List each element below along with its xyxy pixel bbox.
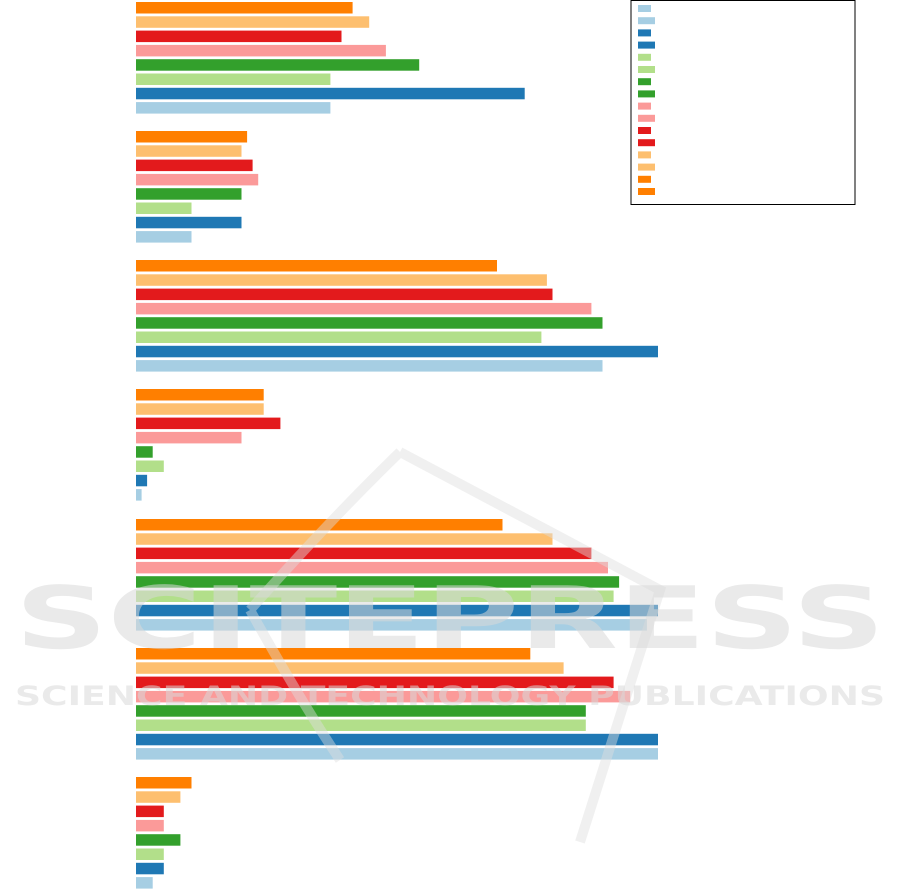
bar-g4-s2 [136,474,148,487]
bar-g3-s1 [136,360,603,372]
legend-swatch-14 [638,163,655,171]
bar-g2-s8 [136,131,248,143]
bar-g6-s1 [136,748,658,760]
bar-g6-s4 [136,705,586,717]
bar-g1-s7 [136,16,370,28]
legend-swatch-11 [638,127,651,134]
bar-area [136,2,658,889]
watermark-subtitle: SCIENCE AND TECHNOLOGY PUBLICATIONS [15,681,885,712]
bar-g3-s4 [136,317,603,329]
bar-g1-s2 [136,87,525,100]
legend-swatch-3 [638,29,651,37]
bar-g4-s4 [136,446,153,458]
bar-g5-s8 [136,519,503,531]
bar-g3-s2 [136,345,658,358]
bar-g7-s3 [136,848,164,860]
bar-g5-s6 [136,547,592,560]
bar-g6-s5 [136,690,631,703]
watermark-logo-shape [245,447,667,844]
legend-swatch-9 [638,102,651,110]
bar-g7-s7 [136,791,181,803]
bar-g2-s5 [136,173,259,186]
legend-swatch-8 [638,90,655,98]
legend-swatch-13 [638,151,651,159]
bar-g6-s7 [136,662,564,674]
chart-legend [630,0,856,205]
bar-group-g6 [136,648,658,760]
legend-swatch-12 [638,139,655,147]
bar-g1-s6 [136,30,342,43]
legend-swatch-10 [638,114,655,122]
bar-group-g4 [136,389,281,501]
bar-g2-s6 [136,159,253,172]
bar-g1-s3 [136,73,331,85]
bar-g5-s5 [136,561,608,574]
bar-g1-s1 [136,102,331,114]
bar-g5-s1 [136,619,647,631]
bar-group-g2 [136,131,259,243]
bar-g1-s8 [136,2,353,14]
bar-g6-s3 [136,719,586,731]
bar-g2-s7 [136,145,242,157]
watermark-title: SCITEPRESS [15,569,885,669]
bar-group-g3 [136,260,658,372]
bar-g5-s3 [136,590,614,602]
bar-g2-s4 [136,188,242,200]
bar-g7-s8 [136,777,192,789]
bar-g3-s5 [136,302,592,315]
bar-g4-s3 [136,460,164,472]
bar-group-g1 [136,2,525,114]
legend-swatch-16 [638,188,655,195]
bar-g4-s5 [136,431,242,444]
bar-g7-s5 [136,819,164,832]
bar-g4-s8 [136,389,264,401]
bar-g6-s2 [136,733,658,746]
bar-group-g5 [136,519,658,631]
bar-g3-s7 [136,274,547,286]
bar-g5-s7 [136,533,553,545]
bar-g3-s8 [136,260,497,272]
legend-swatch-2 [638,17,655,25]
bar-g6-s8 [136,648,531,660]
bar-g2-s3 [136,202,192,214]
bar-g3-s6 [136,288,553,301]
bar-g6-s6 [136,676,614,689]
bar-g4-s7 [136,403,264,415]
legend-swatch-6 [638,66,655,73]
legend-swatch-1 [638,5,651,12]
legend-swatch-4 [638,41,655,49]
legend-frame [630,0,856,205]
legend-swatch-5 [638,53,651,61]
bar-g7-s4 [136,834,181,846]
bar-g1-s4 [136,59,420,71]
bar-g7-s6 [136,805,164,818]
bar-g7-s2 [136,862,164,875]
bar-g2-s1 [136,231,192,243]
legend-swatch-15 [638,175,651,183]
bar-g5-s2 [136,604,658,617]
bar-g7-s1 [136,877,153,889]
bar-group-g7 [136,777,192,889]
watermark: SCITEPRESS SCIENCE AND TECHNOLOGY PUBLIC… [15,447,885,844]
bar-g3-s3 [136,331,542,343]
legend-swatch-7 [638,78,651,86]
bar-g4-s1 [136,489,142,501]
bar-g4-s6 [136,417,281,430]
bar-g1-s5 [136,44,386,57]
bar-g5-s4 [136,576,620,588]
bar-g2-s2 [136,216,242,229]
